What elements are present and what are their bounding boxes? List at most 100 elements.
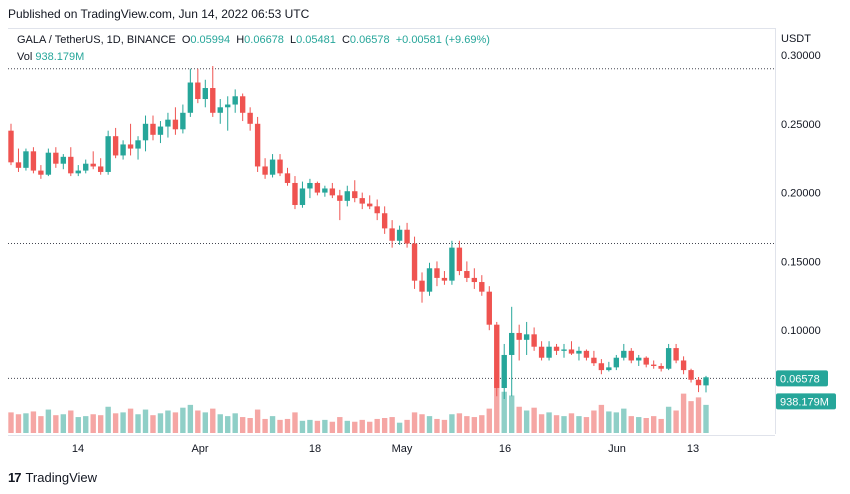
- volume-bar: [97, 415, 104, 433]
- candle-body: [516, 332, 522, 340]
- volume-bar: [329, 421, 336, 433]
- volume-bar: [180, 407, 186, 433]
- candle-body: [359, 198, 365, 204]
- candle-body: [127, 144, 134, 149]
- volume-bar: [225, 416, 231, 433]
- volume-bar: [389, 417, 395, 433]
- volume-bar: [187, 404, 194, 433]
- volume-bar: [411, 412, 418, 433]
- volume-bar: [665, 406, 672, 433]
- candle-body: [553, 346, 560, 351]
- volume-bar: [277, 419, 283, 433]
- candle-body: [367, 203, 373, 207]
- volume-bar: [23, 413, 29, 433]
- candle-body: [449, 247, 455, 281]
- symbol-label[interactable]: GALA / TetherUS, 1D, BINANCE: [17, 34, 176, 46]
- volume-bar: [583, 417, 590, 433]
- open-label: O: [181, 34, 191, 46]
- candle-body: [509, 332, 515, 355]
- volume-bar: [643, 418, 649, 433]
- published-caption: Published on TradingView.com, Jun 14, 20…: [8, 7, 310, 21]
- candle-body: [277, 159, 283, 174]
- candle-body: [673, 348, 679, 361]
- volume-bar: [157, 413, 164, 433]
- last-price-badge: [776, 370, 828, 387]
- candle-body: [650, 364, 657, 366]
- volume-bar: [636, 417, 642, 433]
- footer: 17 TradingView: [8, 470, 97, 485]
- candle-body: [239, 96, 246, 113]
- volume-bar: [576, 416, 582, 433]
- volume-bar: [374, 418, 380, 433]
- candle-body: [381, 213, 388, 229]
- candle-body: [523, 334, 530, 340]
- candle-body: [15, 162, 22, 168]
- y-tick-label: 0.25000: [781, 119, 821, 131]
- close-label: C: [341, 34, 350, 46]
- candle-body: [613, 357, 620, 368]
- volume-bar: [561, 416, 567, 433]
- open-value: 0.05994: [190, 34, 231, 46]
- candle-body: [202, 88, 208, 100]
- candle-body: [643, 357, 649, 365]
- volume-bar: [292, 412, 298, 433]
- volume-bar: [523, 410, 530, 433]
- y-tick-label: 0.15000: [781, 256, 821, 268]
- tradingview-logo-icon[interactable]: 17: [8, 470, 22, 485]
- candle-body: [232, 96, 238, 105]
- candle-body: [23, 151, 29, 168]
- price-scale[interactable]: [775, 28, 843, 434]
- high-label: H: [236, 34, 245, 46]
- candle-body: [606, 367, 612, 371]
- candle-body: [83, 163, 89, 171]
- candle-body: [628, 350, 634, 361]
- volume-bar: [381, 418, 388, 433]
- volume-bar: [232, 413, 238, 433]
- volume-bar: [247, 418, 253, 433]
- volume-bar: [83, 416, 89, 433]
- volume-bar: [621, 408, 627, 433]
- volume-bar: [509, 395, 515, 433]
- volume-bar: [396, 422, 403, 433]
- candle-body: [187, 82, 194, 113]
- x-tick-label: Jun: [608, 443, 626, 455]
- volume-bar: [419, 414, 425, 433]
- candle-body: [135, 140, 141, 149]
- volume-bar: [516, 406, 522, 433]
- x-tick-label: 13: [687, 443, 699, 455]
- volume-bar: [254, 409, 261, 433]
- candle-body: [157, 126, 164, 135]
- candle-body: [531, 334, 537, 347]
- candle-body: [225, 104, 231, 108]
- candle-body: [314, 182, 321, 193]
- candle-body: [329, 188, 336, 196]
- change-value: +0.00581 (+9.69%): [395, 34, 490, 46]
- volume-bar: [239, 417, 246, 433]
- candle-body: [217, 107, 223, 113]
- currency-label: USDT: [781, 33, 811, 45]
- candle-body: [561, 349, 567, 351]
- volume-bar: [673, 410, 679, 433]
- volume-bar: [53, 415, 59, 433]
- candle-body: [441, 277, 448, 281]
- candle-body: [120, 144, 126, 156]
- volume-bar: [606, 411, 612, 433]
- candle-body: [172, 119, 179, 130]
- ohlc-legend: GALA / TetherUS, 1D, BINANCE O0.05994 H0…: [17, 34, 493, 46]
- volume-bar: [8, 412, 14, 433]
- volume-bar: [695, 397, 702, 433]
- volume-bar: [591, 410, 597, 433]
- chart-pane[interactable]: [8, 28, 775, 436]
- volume-bar: [501, 391, 507, 433]
- candle-body: [456, 247, 463, 272]
- last-price-label: 0.06578: [780, 373, 820, 385]
- candle-body: [404, 229, 410, 244]
- last-volume-label: 938.179M: [780, 396, 829, 408]
- candle-body: [30, 151, 37, 171]
- candle-body: [337, 195, 343, 201]
- volume-bar: [688, 401, 694, 433]
- candle-body: [374, 206, 380, 214]
- candle-body: [254, 123, 261, 167]
- volume-bar: [120, 412, 126, 433]
